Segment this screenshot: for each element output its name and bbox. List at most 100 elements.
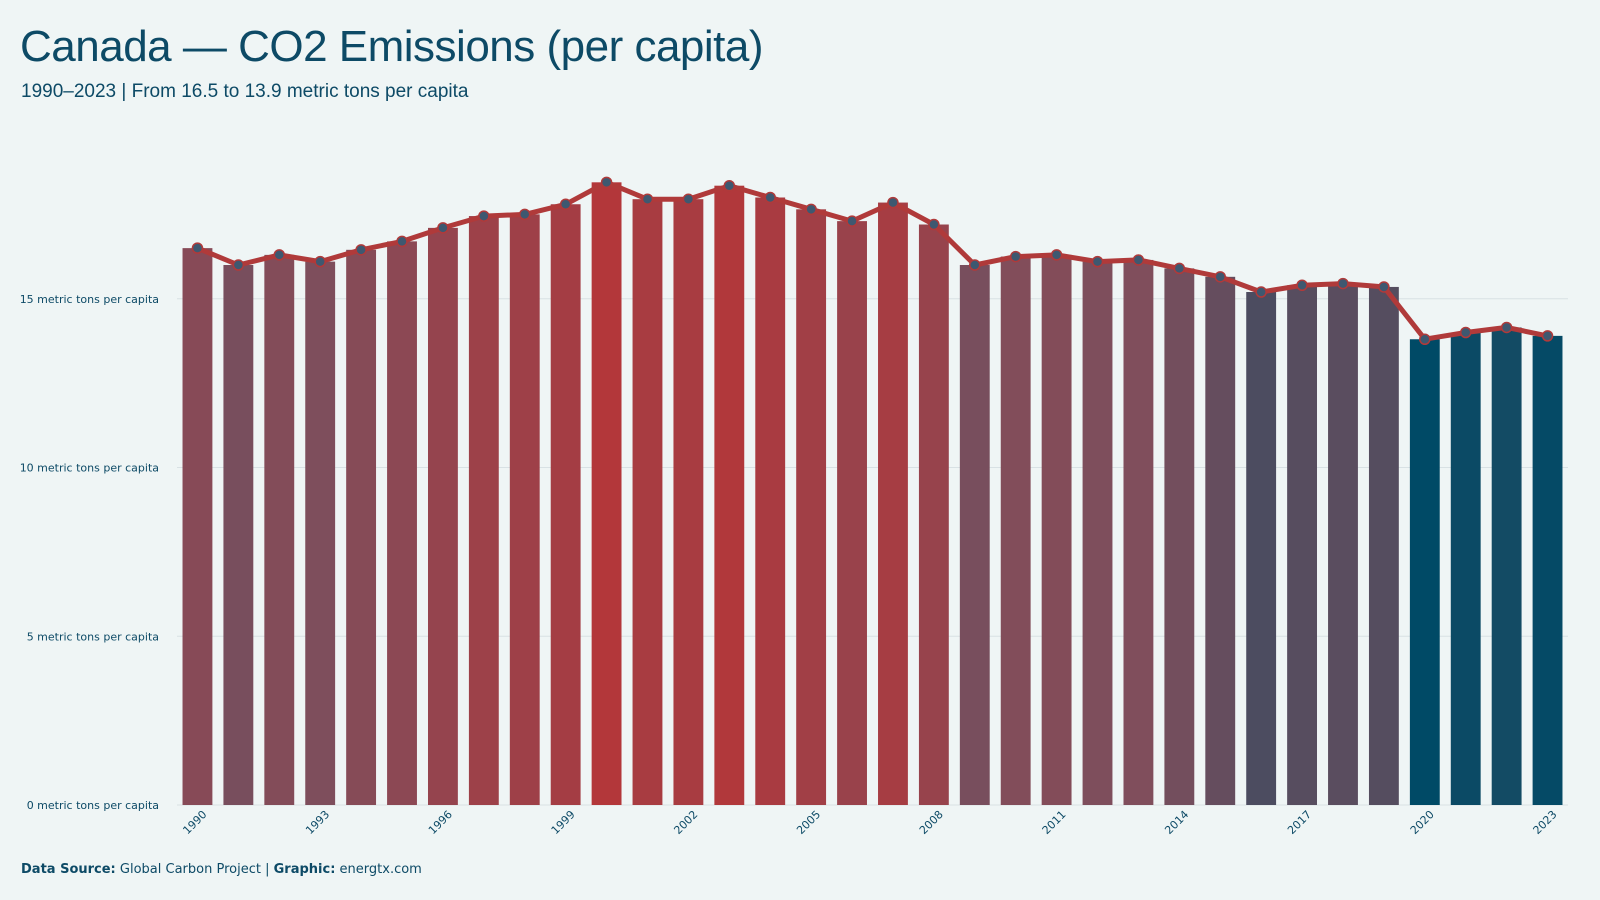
x-tick-label: 2017 [1285, 808, 1314, 837]
marker-2006 [846, 215, 858, 227]
marker-2012 [1091, 255, 1104, 268]
marker-2021 [1459, 326, 1472, 339]
marker-2005 [805, 203, 817, 216]
gridlines [177, 298, 1568, 806]
graphic-label: Graphic: [273, 862, 336, 877]
x-axis: 1990 1993 1996 1999 2002 2005 2008 2011 2014 2017… [180, 808, 1559, 837]
bar-2023 [1532, 335, 1563, 805]
marker-2018 [1337, 277, 1349, 290]
bar-1998 [509, 214, 540, 805]
footer-separator: | [265, 862, 270, 877]
bar-2015 [1205, 276, 1236, 805]
bar-1990 [182, 248, 213, 805]
bar-2010 [1000, 256, 1031, 805]
x-tick-label: 2023 [1531, 808, 1560, 837]
marker-1990 [191, 242, 204, 254]
bar-2003 [714, 185, 745, 805]
marker-2019 [1378, 281, 1390, 293]
x-tick-label: 2011 [1040, 808, 1069, 837]
marker-1998 [519, 208, 531, 221]
marker-2009 [969, 259, 981, 271]
series-line [195, 179, 1550, 342]
bar-2016 [1246, 292, 1277, 805]
bar-2022 [1491, 327, 1522, 805]
marker-2004 [764, 191, 776, 204]
bar-2002 [673, 199, 704, 805]
bars [182, 182, 1563, 805]
marker-2023 [1541, 330, 1554, 342]
marker-1996 [437, 222, 449, 234]
marker-1995 [396, 235, 408, 248]
marker-2010 [1009, 250, 1022, 263]
footer: Data Source: Global Carbon Project | Gra… [21, 862, 422, 877]
bar-1991 [223, 265, 254, 805]
bar-2019 [1368, 286, 1399, 805]
bar-2006 [837, 221, 867, 805]
y-tick-label: 10 metric tons per capita [20, 462, 159, 475]
bar-1999 [550, 204, 581, 805]
markers [191, 176, 1554, 345]
bar-2008 [918, 224, 949, 805]
bar-2017 [1287, 285, 1318, 805]
marker-2007 [887, 196, 899, 209]
marker-2017 [1296, 279, 1308, 291]
bar-2013 [1123, 259, 1154, 805]
marker-2020 [1419, 333, 1431, 345]
source-value: Global Carbon Project [119, 862, 261, 877]
y-tick-label: 5 metric tons per capita [27, 630, 159, 643]
bar-2012 [1082, 261, 1113, 805]
marker-1993 [314, 255, 326, 268]
bar-1997 [468, 216, 499, 805]
graphic-value: energtx.com [339, 862, 422, 877]
marker-1991 [232, 259, 245, 271]
y-axis: 0 metric tons per capita 5 metric tons pe… [20, 293, 159, 812]
marker-2002 [682, 193, 695, 205]
y-tick-label: 0 metric tons per capita [27, 799, 159, 812]
bar-2009 [959, 265, 990, 805]
x-tick-label: 1993 [303, 808, 332, 837]
marker-2016 [1255, 286, 1267, 298]
marker-1999 [559, 198, 572, 210]
marker-2000 [600, 176, 613, 189]
marker-1992 [273, 249, 286, 261]
x-tick-label: 1999 [549, 808, 578, 837]
bar-1993 [305, 261, 336, 805]
marker-2022 [1500, 321, 1513, 334]
x-tick-label: 2005 [794, 808, 823, 837]
bar-2004 [755, 197, 786, 805]
x-tick-label: 2008 [917, 808, 946, 837]
marker-2013 [1132, 254, 1145, 266]
source-label: Data Source: [21, 862, 116, 877]
bar-2005 [796, 209, 827, 805]
bar-2020 [1409, 339, 1440, 805]
marker-2008 [928, 218, 940, 231]
y-tick-label: 15 metric tons per capita [20, 293, 159, 306]
x-tick-label: 1990 [180, 808, 209, 837]
marker-1994 [355, 244, 367, 256]
marker-2014 [1173, 262, 1186, 275]
bar-1996 [427, 227, 458, 805]
marker-2015 [1214, 271, 1226, 283]
bar-2011 [1041, 254, 1072, 805]
x-tick-label: 2020 [1408, 808, 1437, 837]
bar-2007 [878, 202, 908, 805]
bar-1994 [346, 249, 377, 805]
bar-1995 [387, 241, 417, 805]
bar-2014 [1164, 268, 1195, 805]
x-tick-label: 2014 [1162, 808, 1191, 837]
marker-2003 [723, 179, 736, 192]
bar-2001 [632, 199, 663, 805]
bar-2021 [1450, 332, 1481, 805]
marker-2001 [641, 193, 654, 205]
page-title: Canada — CO2 Emissions (per capita) [20, 22, 764, 71]
x-tick-label: 1996 [426, 808, 455, 837]
x-tick-label: 2002 [671, 808, 700, 837]
bar-2000 [591, 182, 622, 805]
bar-2018 [1328, 283, 1358, 805]
trend-line [195, 179, 1550, 342]
marker-2011 [1050, 249, 1063, 261]
marker-1997 [478, 210, 490, 222]
bar-1992 [264, 254, 295, 805]
page-subtitle: 1990–2023 | From 16.5 to 13.9 metric ton… [21, 81, 469, 102]
